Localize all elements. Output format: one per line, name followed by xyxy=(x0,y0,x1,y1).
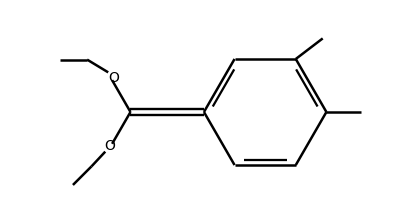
Text: O: O xyxy=(109,71,120,85)
Text: O: O xyxy=(105,139,116,153)
